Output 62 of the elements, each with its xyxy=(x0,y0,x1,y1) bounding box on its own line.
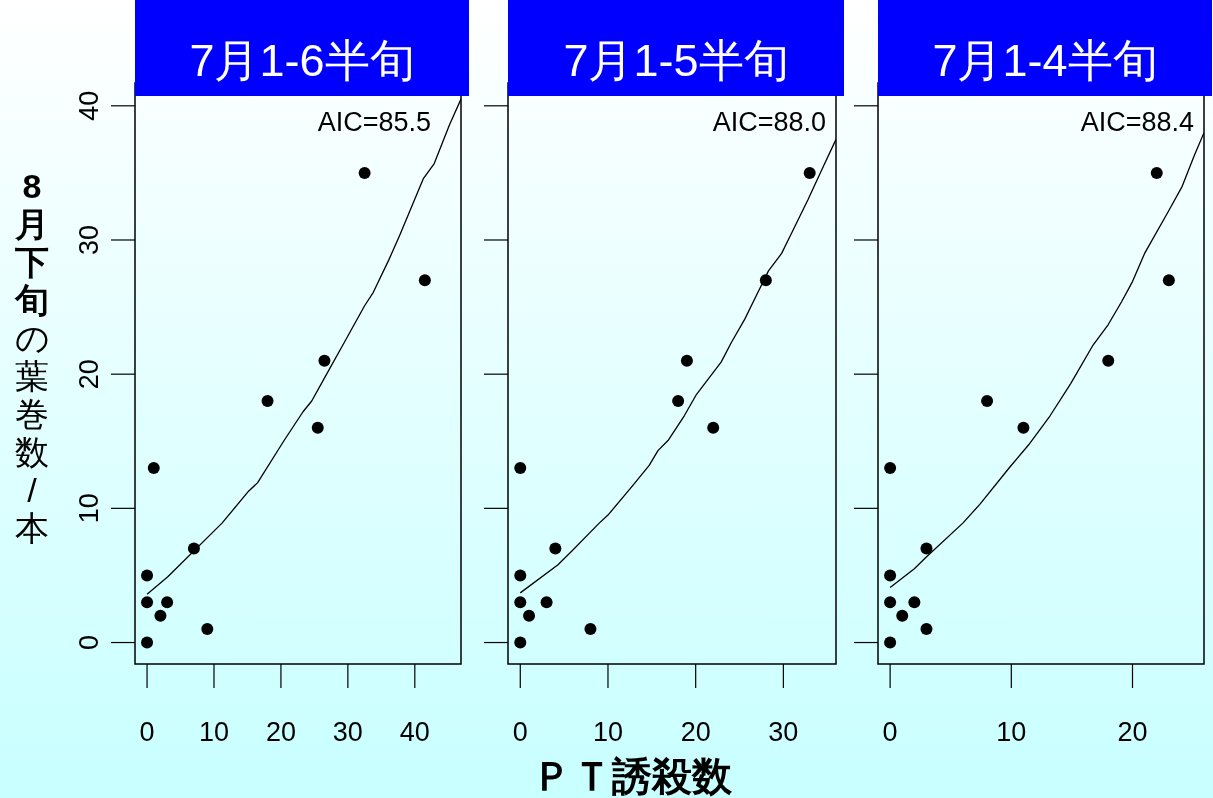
point xyxy=(161,596,174,609)
y-tick-label: 40 xyxy=(74,90,104,121)
point xyxy=(981,395,994,408)
point xyxy=(549,542,562,555)
point xyxy=(514,569,527,582)
x-tick-label: 30 xyxy=(332,717,363,747)
point xyxy=(920,542,933,555)
point xyxy=(311,421,324,434)
point xyxy=(318,354,331,367)
point xyxy=(803,166,816,179)
point xyxy=(523,609,536,622)
point xyxy=(1162,274,1175,287)
x-tick-label: 10 xyxy=(996,717,1027,747)
point xyxy=(707,421,720,434)
point xyxy=(418,274,431,287)
point xyxy=(1017,421,1030,434)
point xyxy=(920,623,933,636)
point xyxy=(514,636,527,649)
point xyxy=(908,596,921,609)
point xyxy=(884,462,897,475)
point xyxy=(141,636,154,649)
y-tick-label: 20 xyxy=(74,359,104,390)
x-tick-label: 10 xyxy=(198,717,230,747)
x-tick-label: 0 xyxy=(882,717,898,747)
annotation: AIC=85.5 xyxy=(317,107,431,137)
point xyxy=(261,395,274,408)
annotation: AIC=88.0 xyxy=(712,107,826,137)
point xyxy=(154,609,167,622)
text: 8月下旬の葉巻数/本 xyxy=(14,167,50,547)
point xyxy=(514,462,527,475)
point xyxy=(896,609,909,622)
x-tick-label: 0 xyxy=(139,717,155,747)
point xyxy=(358,166,371,179)
point xyxy=(540,596,553,609)
x-tick-label: 0 xyxy=(512,717,528,747)
point xyxy=(201,623,214,636)
point xyxy=(141,569,154,582)
y-tick-label: 0 xyxy=(74,635,104,651)
point xyxy=(584,623,597,636)
point xyxy=(884,636,897,649)
x-tick-label: 30 xyxy=(768,717,799,747)
chart-title: 7月1-5半旬 xyxy=(563,35,789,86)
point xyxy=(514,596,527,609)
point xyxy=(884,596,897,609)
point xyxy=(1150,166,1163,179)
x-tick-label: 10 xyxy=(592,717,623,747)
x-tick-label: 20 xyxy=(1117,717,1148,747)
chart-title: 7月1-4半旬 xyxy=(932,35,1158,86)
x-tick-label: 20 xyxy=(265,717,296,747)
point xyxy=(672,395,685,408)
point xyxy=(1102,354,1115,367)
point xyxy=(147,462,160,475)
point xyxy=(680,354,693,367)
chart-title: 7月1-6半旬 xyxy=(189,35,415,86)
x-tick-label: 40 xyxy=(399,717,430,747)
x-axis-title: ＰＴ誘殺数 xyxy=(532,754,733,798)
annotation: AIC=88.4 xyxy=(1080,107,1194,137)
y-tick-label: 30 xyxy=(74,224,104,256)
x-tick-label: 20 xyxy=(680,717,711,747)
point xyxy=(141,596,154,609)
point xyxy=(884,569,897,582)
y-tick-label: 10 xyxy=(74,493,104,524)
